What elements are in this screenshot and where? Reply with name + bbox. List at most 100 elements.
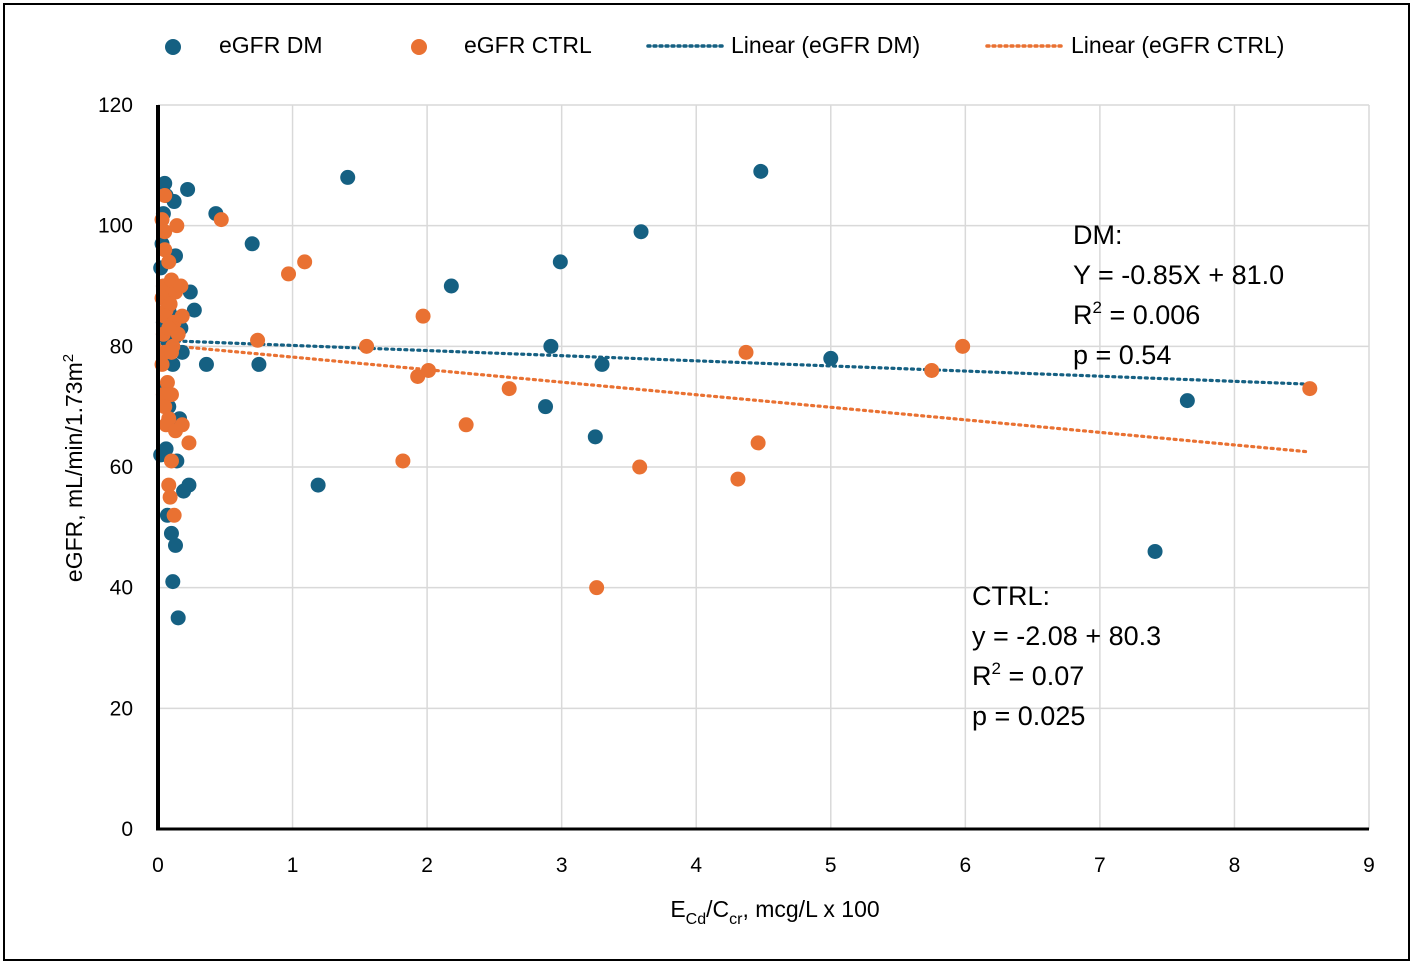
point-ctrl-4 (169, 218, 185, 234)
point-dm-44 (163, 525, 179, 541)
point-ctrl-48 (632, 459, 648, 475)
point-dm-29 (594, 356, 610, 372)
point-ctrl-50 (738, 344, 754, 360)
point-dm-14 (443, 278, 459, 294)
point-dm-0 (157, 175, 173, 191)
point-ctrl-26 (359, 338, 375, 354)
x-tick-label-2: 2 (421, 854, 433, 877)
legend-label-linear-dm: Linear (eGFR DM) (731, 32, 920, 58)
point-ctrl-5 (157, 242, 173, 258)
point-ctrl-54 (955, 338, 971, 354)
legend-label-ctrl: eGFR CTRL (464, 32, 592, 58)
x-tick-label-0: 0 (152, 854, 164, 877)
point-ctrl-47 (395, 453, 411, 469)
point-dm-45 (167, 537, 183, 553)
point-ctrl-19 (174, 308, 190, 324)
y-axis-title: eGFR, mL/min/1.73m2 (60, 354, 87, 582)
legend-marker-ctrl (411, 39, 427, 55)
point-dm-38 (538, 399, 554, 415)
x-tick-label-6: 6 (959, 854, 971, 877)
point-dm-4 (180, 181, 196, 197)
y-tick-label-60: 60 (110, 456, 133, 479)
point-dm-25 (165, 356, 181, 372)
point-dm-27 (251, 356, 267, 372)
annotation-ctrl-r2: R2 = 0.07 (972, 659, 1084, 691)
x-tick-label-3: 3 (556, 854, 568, 877)
annotation-ctrl-equation: y = -2.08 + 80.3 (972, 621, 1161, 651)
annotation-ctrl-p: p = 0.025 (972, 701, 1085, 731)
annotation-dm-p: p = 0.54 (1073, 340, 1171, 370)
point-ctrl-49 (730, 471, 746, 487)
point-ctrl-32 (501, 381, 517, 397)
y-tick-label-120: 120 (98, 94, 133, 117)
x-tick-label-4: 4 (690, 854, 702, 877)
point-ctrl-13 (173, 278, 189, 294)
point-ctrl-53 (924, 362, 940, 378)
point-ctrl-31 (420, 362, 436, 378)
point-ctrl-16 (162, 296, 178, 312)
y-tick-label-0: 0 (121, 818, 133, 841)
point-ctrl-22 (170, 326, 186, 342)
trendline-dm (156, 338, 1312, 386)
point-dm-46 (165, 574, 181, 590)
annotation-dm-equation: Y = -0.85X + 81.0 (1073, 260, 1284, 290)
annotation-dm-r2: R2 = 0.006 (1073, 298, 1200, 330)
point-ctrl-41 (181, 435, 197, 451)
point-ctrl-36 (157, 399, 173, 415)
point-dm-8 (753, 163, 769, 179)
point-ctrl-29 (163, 344, 179, 360)
point-dm-31 (1179, 393, 1195, 409)
point-dm-16 (633, 224, 649, 240)
x-tick-label-7: 7 (1094, 854, 1106, 877)
point-dm-39 (587, 429, 603, 445)
point-ctrl-3 (157, 224, 173, 240)
point-dm-30 (823, 350, 839, 366)
y-tick-label-80: 80 (110, 335, 133, 358)
y-tick-label-20: 20 (110, 697, 133, 720)
point-dm-26 (198, 356, 214, 372)
point-dm-41 (176, 483, 192, 499)
tick-labels: 0 1 2 3 4 5 6 7 8 9 0 20 40 60 80 100 120 (98, 94, 1375, 877)
point-ctrl-8 (297, 254, 313, 270)
legend-marker-dm (165, 39, 181, 55)
trendline-ctrl (156, 342, 1312, 454)
chart-frame (3, 3, 1410, 961)
point-ctrl-6 (161, 254, 177, 270)
point-dm-48 (1147, 543, 1163, 559)
y-tick-label-100: 100 (98, 215, 133, 238)
x-axis-title: ECd/Ccr, mcg/L x 100 (670, 896, 879, 928)
annotation-dm-title: DM: (1073, 220, 1123, 250)
point-ctrl-43 (161, 477, 177, 493)
point-ctrl-55 (1302, 381, 1318, 397)
point-ctrl-7 (281, 266, 297, 282)
point-dm-13 (186, 302, 202, 318)
legend-label-linear-ctrl: Linear (eGFR CTRL) (1071, 32, 1284, 58)
trendlines (156, 338, 1312, 454)
legend: eGFR DM eGFR CTRL Linear (eGFR DM) Linea… (165, 32, 1284, 58)
point-ctrl-44 (162, 489, 178, 505)
point-dm-6 (244, 236, 260, 252)
point-ctrl-40 (174, 417, 190, 433)
point-dm-7 (340, 169, 356, 185)
point-ctrl-0 (157, 188, 173, 203)
point-ctrl-1 (213, 212, 229, 228)
point-ctrl-51 (750, 435, 766, 451)
point-ctrl-33 (159, 375, 175, 391)
point-dm-15 (552, 254, 568, 270)
point-ctrl-27 (415, 308, 431, 324)
data-points (153, 163, 1318, 626)
point-ctrl-42 (163, 453, 179, 469)
x-tick-label-5: 5 (825, 854, 837, 877)
point-ctrl-46 (458, 417, 474, 433)
point-dm-43 (310, 477, 326, 493)
legend-label-dm: eGFR DM (219, 32, 323, 58)
x-tick-label-9: 9 (1363, 854, 1375, 877)
annotation-dm: DM: Y = -0.85X + 81.0 R2 = 0.006 p = 0.5… (1073, 220, 1284, 370)
point-ctrl-52 (589, 580, 605, 596)
annotation-ctrl-title: CTRL: (972, 581, 1050, 611)
x-tick-label-1: 1 (287, 854, 299, 877)
gridlines (158, 104, 1370, 829)
point-dm-28 (543, 338, 559, 354)
point-ctrl-45 (166, 507, 182, 523)
